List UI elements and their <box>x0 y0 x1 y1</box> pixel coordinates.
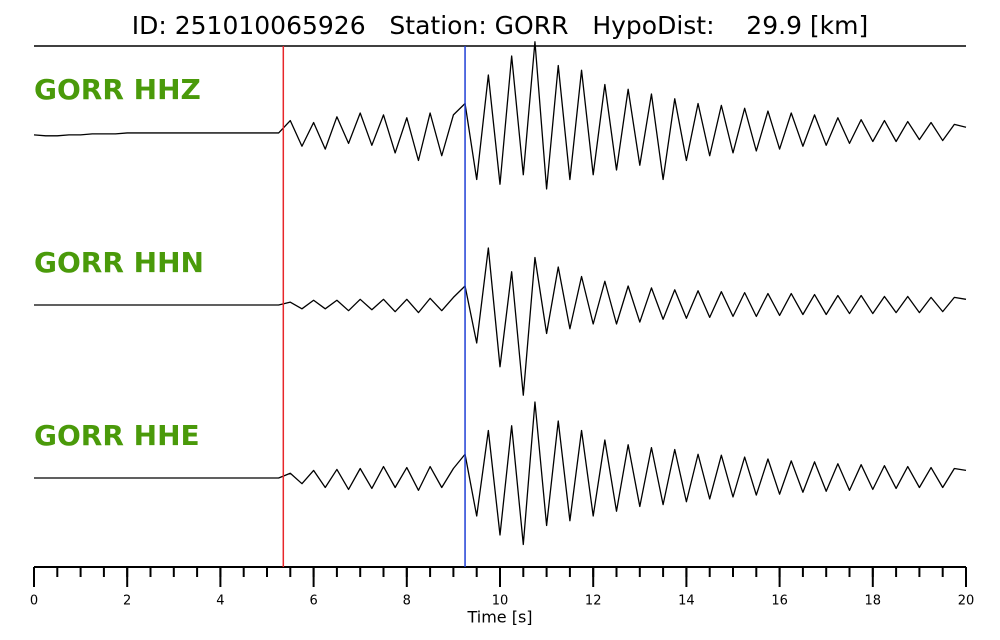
trace-label: GORR HHN <box>34 246 204 279</box>
waveform <box>34 401 967 546</box>
x-tick-label: 20 <box>958 594 975 609</box>
x-tick-label: 8 <box>403 594 411 609</box>
x-tick-label: 2 <box>123 594 131 609</box>
x-tick-label: 18 <box>865 594 882 609</box>
trace-label: GORR HHZ <box>34 73 201 106</box>
x-tick-label: 0 <box>30 594 38 609</box>
x-axis-label: Time [s] <box>466 608 532 627</box>
x-tick-label: 12 <box>585 594 602 609</box>
trace-label: GORR HHE <box>34 419 200 452</box>
x-tick-label: 10 <box>492 594 509 609</box>
x-tick-label: 16 <box>771 594 788 609</box>
waveform <box>33 41 967 190</box>
x-tick-label: 6 <box>309 594 317 609</box>
x-tick-label: 4 <box>216 594 224 609</box>
waveform <box>34 247 967 396</box>
x-tick-label: 14 <box>678 594 695 609</box>
chart-title: ID: 251010065926 Station: GORR HypoDist:… <box>132 11 869 40</box>
